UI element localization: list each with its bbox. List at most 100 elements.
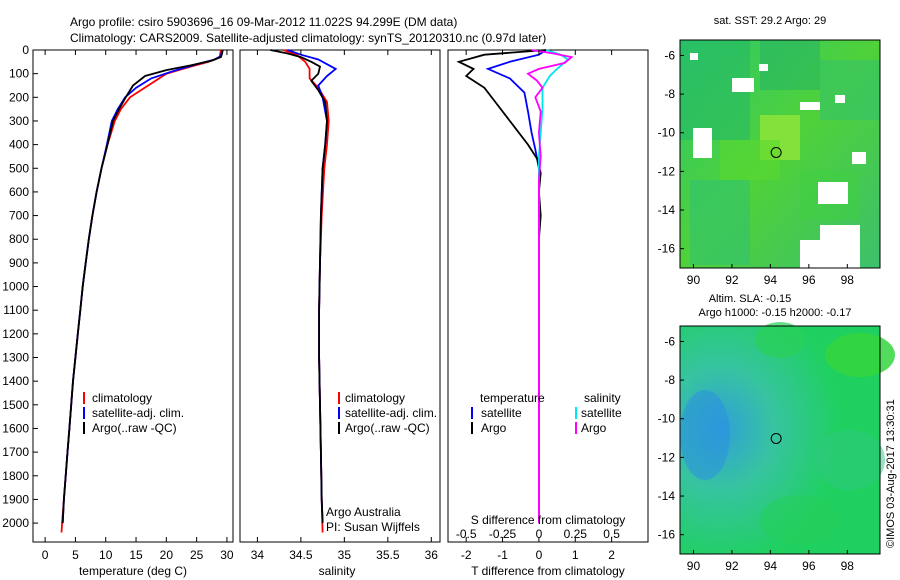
- s-difference-label: S difference from climatology: [471, 513, 626, 527]
- s-tick-label: 0.5: [603, 527, 620, 541]
- series-line-argo-raw-qc-: [61, 49, 224, 524]
- x-tick-label: 2: [608, 548, 615, 562]
- map-y-tick-label: -12: [658, 450, 676, 464]
- x-tick-label: 34: [251, 548, 265, 562]
- sla-texture: [680, 322, 895, 545]
- legend-label-argo: Argo(..raw -QC): [92, 421, 177, 435]
- s-tick-label: -0.25: [489, 527, 517, 541]
- argo-location-marker: [770, 432, 782, 444]
- sla-map-frame: [679, 325, 881, 555]
- x-tick-label: 0: [536, 548, 543, 562]
- map-x-tick-label: 94: [764, 559, 778, 573]
- salinity-xlabel: salinity: [319, 564, 356, 578]
- series-line-satellite-adj-clim-: [61, 49, 223, 524]
- x-tick-label: -1: [497, 548, 508, 562]
- y-tick-label: 100: [9, 67, 29, 81]
- sst-map-frame: [679, 39, 881, 269]
- map-x-tick-label: 92: [725, 559, 739, 573]
- y-tick-label: 900: [9, 256, 29, 270]
- series-line-argo-raw-qc-: [270, 49, 328, 524]
- t-difference-xlabel: T difference from climatology: [471, 564, 625, 578]
- y-tick-label: 400: [9, 138, 29, 152]
- temperature-axes-frame: [32, 49, 234, 543]
- t-difference-x-ticks: -2 -1 0 1 2: [461, 50, 615, 562]
- map-x-tick-label: 96: [802, 273, 816, 287]
- legend-label-salinity-argo: Argo: [581, 421, 607, 435]
- s-tick-label: 0.25: [564, 527, 588, 541]
- y-tick-label: 1200: [2, 327, 29, 341]
- legend-label-salinity-satellite: satellite: [581, 406, 622, 420]
- x-tick-label: 5: [72, 548, 79, 562]
- y-tick-label: 1700: [2, 445, 29, 459]
- s-tick-label: -0.5: [456, 527, 477, 541]
- map-y-tick-label: -10: [658, 412, 676, 426]
- legend-title-temperature: temperature: [480, 391, 545, 405]
- y-tick-label: 0: [22, 43, 29, 57]
- temperature-panel: 0 5 10 15 20 25 30 0 100 200 300 400 500 600 700 800 90…: [2, 43, 234, 578]
- y-tick-label: 300: [9, 114, 29, 128]
- legend-label-satellite: satellite-adj. clim.: [345, 406, 437, 420]
- legend-label-satellite: satellite-adj. clim.: [92, 406, 184, 420]
- map-y-tick-label: -8: [664, 373, 675, 387]
- temperature-legend: climatology satellite-adj. clim. Argo(..…: [83, 391, 184, 435]
- imos-credit: ©IMOS 03-Aug-2017 13:30:31: [885, 399, 897, 548]
- salinity-x-ticks: 34 34.5 35 35.5 36: [251, 50, 438, 562]
- map-y-tick-label: -8: [664, 87, 675, 101]
- map-y-tick-label: -14: [658, 203, 676, 217]
- y-tick-label: 1300: [2, 351, 29, 365]
- sst-map-panel: sat. SST: 29.2 Argo: 29 90 92 94 96 98 -6 -8 -1…: [658, 15, 881, 287]
- map-x-tick-label: 92: [725, 273, 739, 287]
- sst-map-title: sat. SST: 29.2 Argo: 29: [714, 15, 827, 27]
- sst-texture: [680, 40, 880, 265]
- salinity-axes-frame: [239, 49, 441, 543]
- x-tick-label: 20: [160, 548, 174, 562]
- x-tick-label: 35: [338, 548, 352, 562]
- series-line-temperature-argo: [456, 49, 547, 524]
- x-tick-label: 30: [220, 548, 234, 562]
- series-line-temperature-satellite: [485, 49, 547, 524]
- legend-title-salinity: salinity: [584, 391, 621, 405]
- sla-map-title-2: Argo h1000: -0.15 h2000: -0.17: [699, 307, 852, 319]
- y-tick-label: 1600: [2, 421, 29, 435]
- sst-cloud-mask: [690, 53, 866, 268]
- difference-axes-frame: [447, 49, 649, 543]
- y-tick-label: 2000: [2, 516, 29, 530]
- series-line-salinity-satellite: [538, 49, 570, 524]
- salinity-panel: 34 34.5 35 35.5 36 salinity climatology sate…: [239, 49, 441, 578]
- x-tick-label: 15: [129, 548, 143, 562]
- map-y-tick-label: -6: [664, 334, 675, 348]
- y-tick-label: 1500: [2, 398, 29, 412]
- legend-label-climatology: climatology: [92, 391, 152, 405]
- argo-location-marker: [770, 146, 782, 158]
- y-tick-label: 1900: [2, 492, 29, 506]
- y-tick-label: 1100: [3, 303, 29, 317]
- y-tick-label: 500: [9, 161, 29, 175]
- x-tick-label: 25: [190, 548, 204, 562]
- x-tick-label: 35.5: [376, 548, 400, 562]
- s-difference-x-ticks: -0.5 -0.25 0 0.25 0.5: [456, 527, 620, 541]
- y-tick-label: 800: [9, 232, 29, 246]
- depth-y-ticks: 0 100 200 300 400 500 600 700 800 900 1000 1100 1200…: [2, 43, 38, 530]
- map-x-tick-label: 94: [764, 273, 778, 287]
- map-x-tick-label: 90: [687, 559, 701, 573]
- series-line-climatology: [60, 49, 222, 533]
- y-tick-label: 700: [9, 209, 29, 223]
- legend-label-temperature-argo: Argo: [481, 421, 507, 435]
- difference-legend: temperature satellite Argo salinity sate…: [471, 391, 622, 435]
- x-tick-label: 0: [42, 548, 49, 562]
- x-tick-label: 10: [99, 548, 113, 562]
- x-tick-label: 1: [572, 548, 579, 562]
- sla-map-title-1: Altim. SLA: -0.15: [709, 293, 792, 305]
- temperature-series: [60, 49, 224, 533]
- map-y-tick-label: -10: [658, 126, 676, 140]
- sst-map-ticks: 90 92 94 96 98 -6 -8 -10 -12 -14 -16: [658, 48, 855, 287]
- map-y-tick-label: -12: [658, 164, 676, 178]
- title-line-2: Climatology: CARS2009. Satellite-adjuste…: [70, 31, 546, 45]
- map-x-tick-label: 98: [841, 559, 855, 573]
- y-tick-label: 1400: [2, 374, 29, 388]
- y-tick-label: 200: [9, 90, 29, 104]
- map-y-tick-label: -14: [658, 489, 676, 503]
- pi-label: PI: Susan Wijffels: [326, 520, 420, 534]
- map-x-tick-label: 90: [687, 273, 701, 287]
